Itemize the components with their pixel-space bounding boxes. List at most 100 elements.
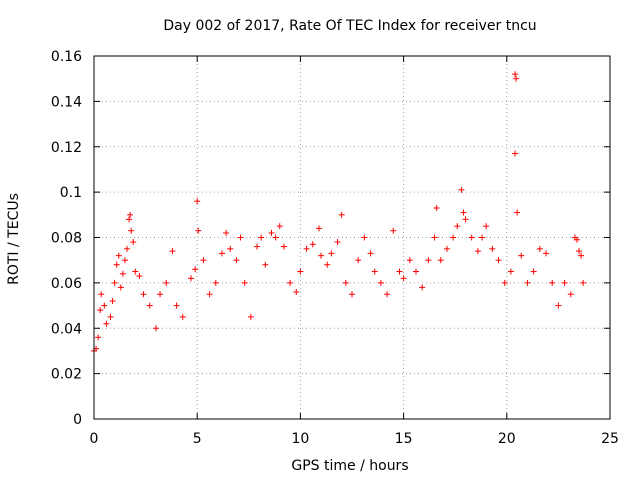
data-point [396, 268, 403, 275]
data-point [514, 209, 521, 216]
data-point [212, 279, 219, 286]
data-point [140, 291, 147, 298]
data-point [334, 239, 341, 246]
data-point [126, 216, 133, 223]
data-point [218, 250, 225, 257]
data-point [107, 313, 114, 320]
data-point [567, 291, 574, 298]
y-tick-label: 0.08 [51, 231, 82, 247]
x-tick-label: 5 [193, 431, 202, 447]
data-point [109, 298, 116, 305]
data-point [157, 291, 164, 298]
data-point [188, 275, 195, 282]
data-point [450, 234, 457, 241]
data-point [507, 268, 514, 275]
data-point [524, 279, 531, 286]
data-point [194, 198, 201, 205]
data-point [431, 234, 438, 241]
data-point [338, 211, 345, 218]
data-point [293, 288, 300, 295]
data-point [127, 211, 134, 218]
data-point [384, 291, 391, 298]
data-point [495, 257, 502, 264]
data-point [474, 248, 481, 255]
data-point [576, 248, 583, 255]
x-tick-label: 20 [498, 431, 516, 447]
data-point [580, 279, 587, 286]
data-point [377, 279, 384, 286]
axis-ticks: 0 5 10 15 20 25 0 0.02 0.04 0.06 0.08 0.1 0.12 0.14 0.… [51, 49, 619, 447]
data-point [130, 239, 137, 246]
data-point [163, 279, 170, 286]
data-point [561, 279, 568, 286]
data-point [113, 261, 120, 268]
data-point [146, 302, 153, 309]
data-point [97, 307, 104, 314]
data-point [512, 71, 519, 78]
data-point [425, 257, 432, 264]
data-point [115, 252, 122, 259]
data-point [152, 325, 159, 332]
data-point [530, 268, 537, 275]
data-point [258, 234, 265, 241]
data-point [536, 245, 543, 252]
data-point [512, 150, 519, 157]
data-point [400, 275, 407, 282]
data-point [328, 250, 335, 257]
data-point [117, 284, 124, 291]
data-point [437, 257, 444, 264]
chart-title: Day 002 of 2017, Rate Of TEC Index for r… [163, 18, 536, 34]
data-point [272, 234, 279, 241]
y-tick-label: 0.14 [51, 94, 82, 110]
y-tick-label: 0.12 [51, 140, 82, 156]
data-point [237, 234, 244, 241]
data-point [276, 223, 283, 230]
data-point [419, 284, 426, 291]
data-point [223, 229, 230, 236]
data-point [406, 257, 413, 264]
x-tick-label: 15 [395, 431, 413, 447]
data-point [287, 279, 294, 286]
y-tick-label: 0.02 [51, 367, 82, 383]
data-point [355, 257, 362, 264]
data-point [367, 250, 374, 257]
x-axis-label: GPS time / hours [291, 458, 408, 474]
data-point [390, 227, 397, 234]
data-point [489, 245, 496, 252]
data-point [458, 186, 465, 193]
y-tick-label: 0.04 [51, 321, 82, 337]
data-point [297, 268, 304, 275]
data-point [200, 257, 207, 264]
data-point [262, 261, 269, 268]
data-point [227, 245, 234, 252]
data-point [371, 268, 378, 275]
data-point [324, 261, 331, 268]
grid-lines [94, 56, 610, 419]
data-point [501, 279, 508, 286]
data-point [555, 302, 562, 309]
data-point [342, 279, 349, 286]
data-point [268, 229, 275, 236]
data-point [195, 227, 202, 234]
data-point [518, 252, 525, 259]
data-point [132, 268, 139, 275]
y-tick-label: 0.16 [51, 49, 82, 65]
data-point [128, 227, 135, 234]
data-point [169, 248, 176, 255]
data-point [280, 243, 287, 250]
data-point [121, 257, 128, 264]
y-tick-label: 0.1 [60, 185, 82, 201]
data-point [309, 241, 316, 248]
data-point [318, 252, 325, 259]
data-points [91, 71, 587, 354]
data-point [468, 234, 475, 241]
data-point [192, 266, 199, 273]
data-point [247, 313, 254, 320]
data-point [361, 234, 368, 241]
data-point [98, 291, 105, 298]
x-tick-label: 10 [291, 431, 309, 447]
data-point [233, 257, 240, 264]
data-point [433, 205, 440, 212]
x-tick-label: 25 [601, 431, 619, 447]
